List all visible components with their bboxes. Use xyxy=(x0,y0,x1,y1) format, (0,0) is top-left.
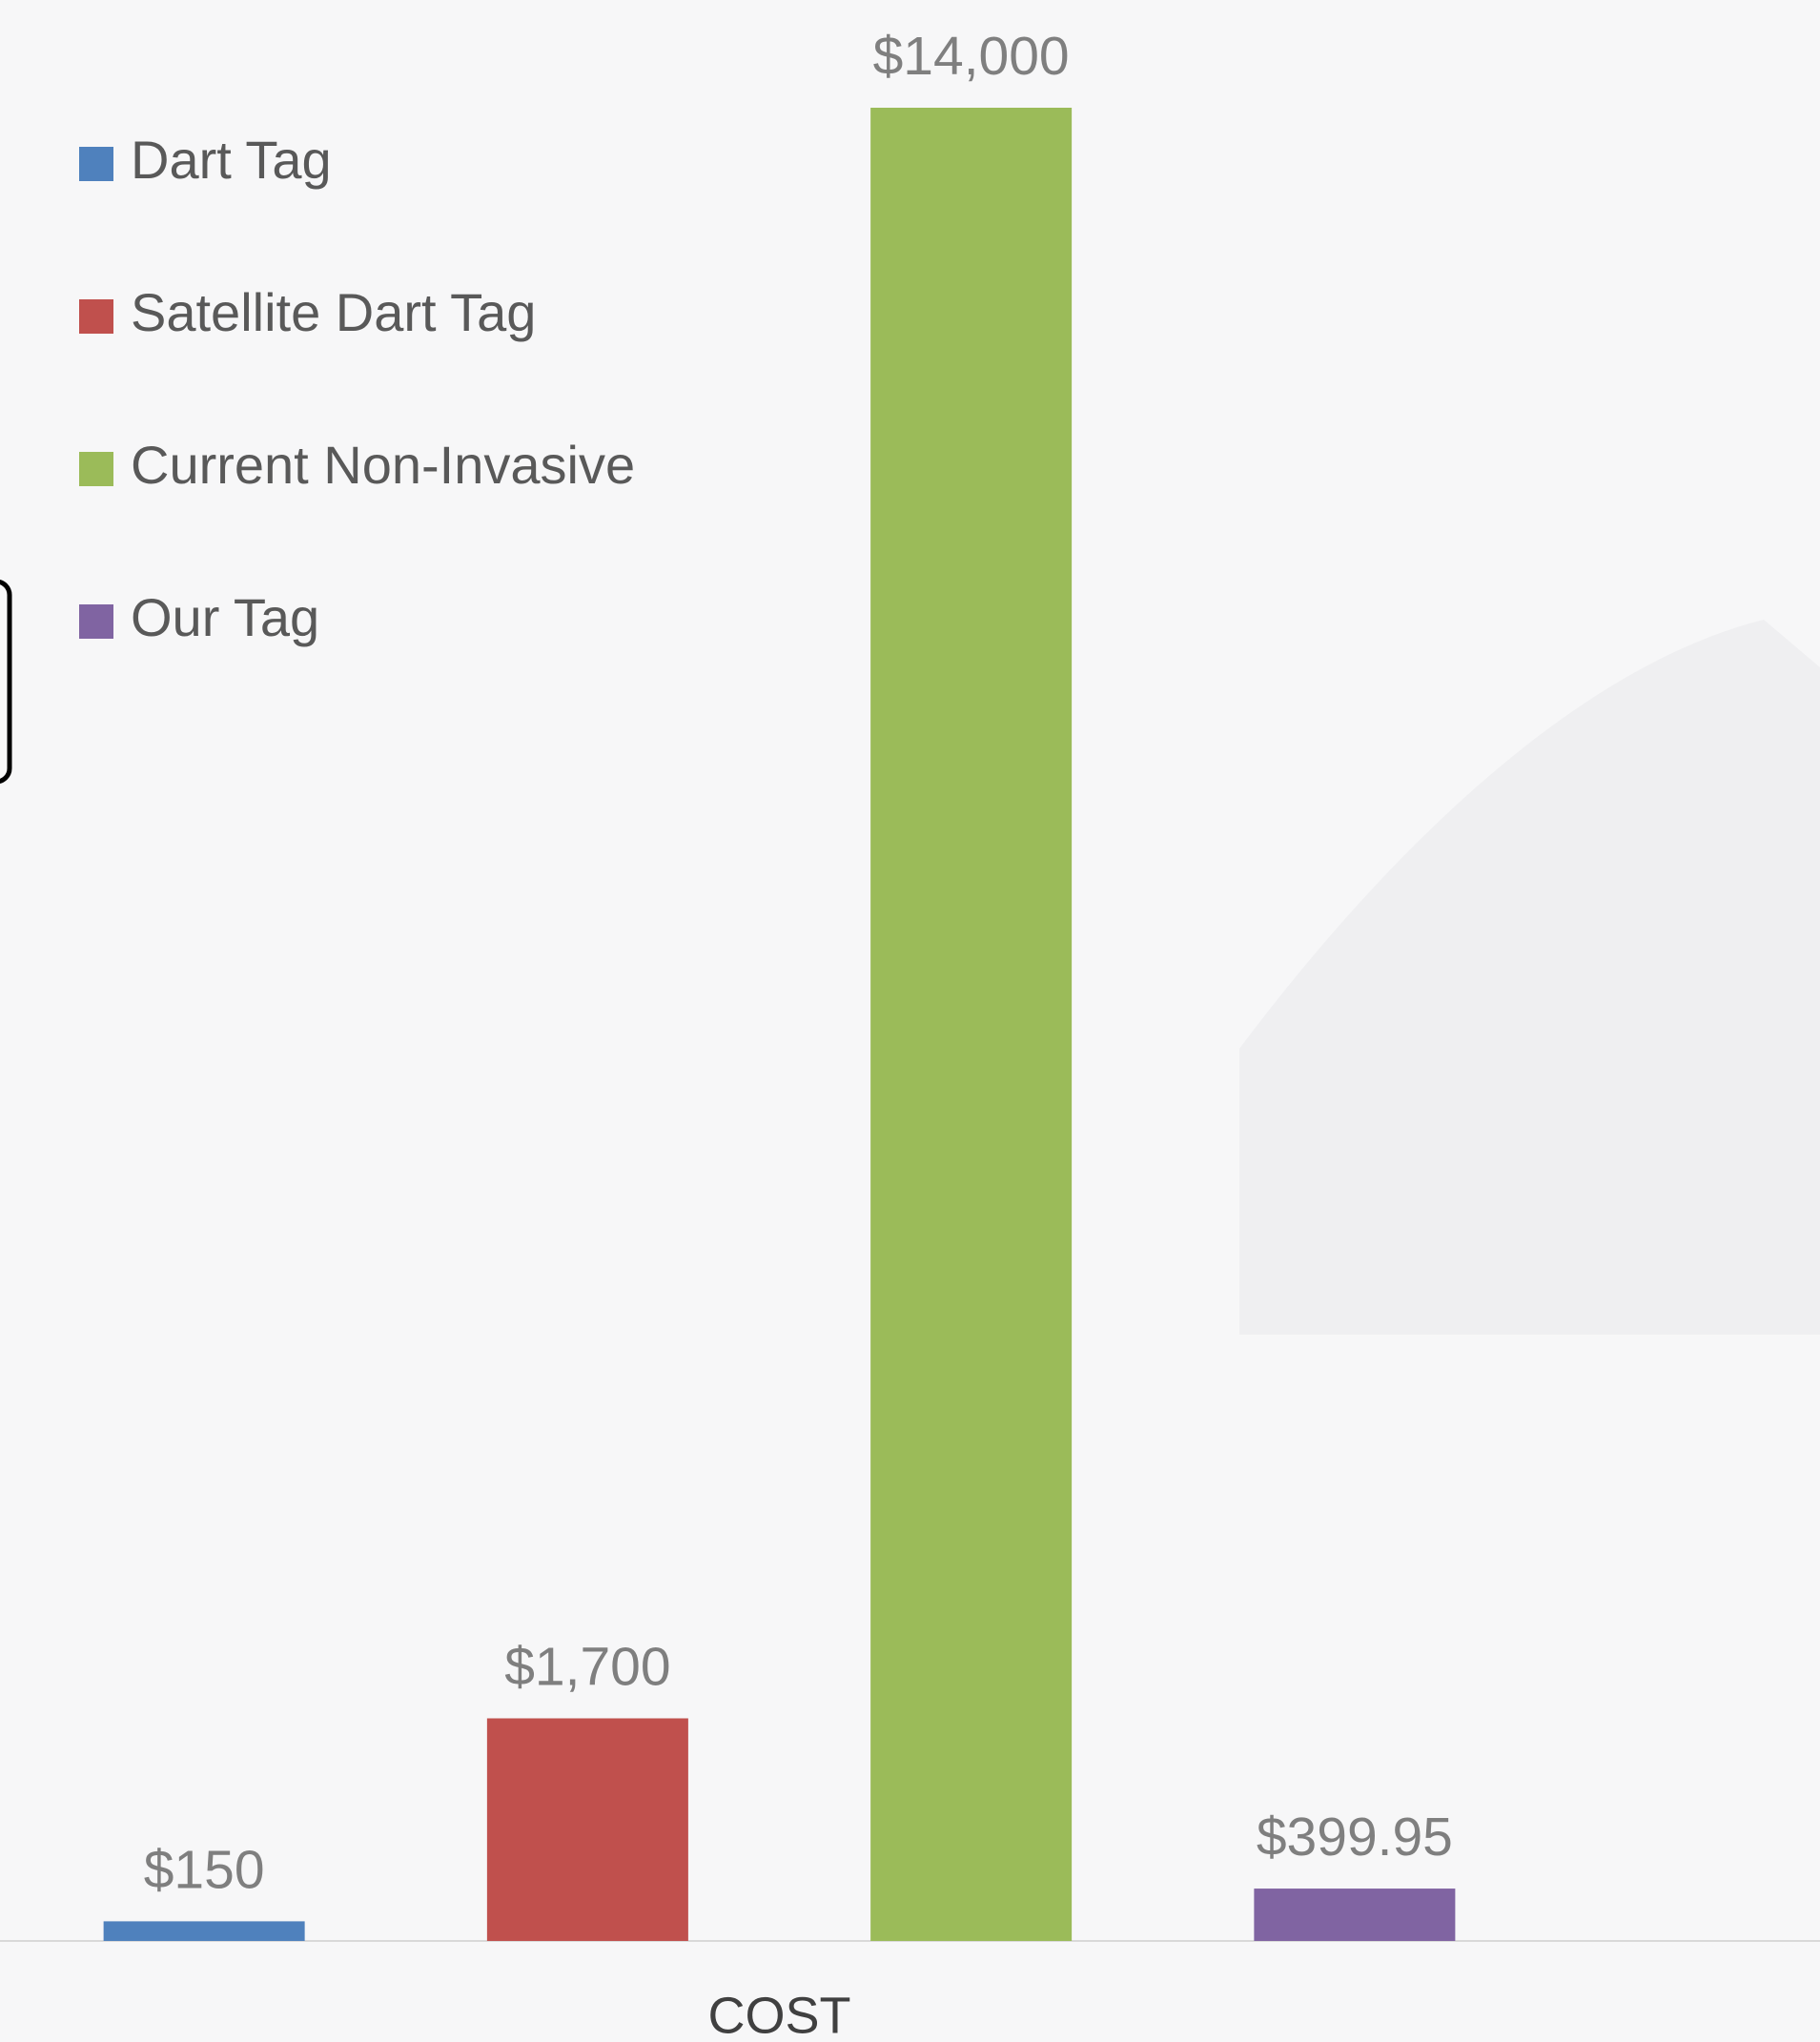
page: Dart Tag Satellite Dart Tag Current Non-In… xyxy=(0,0,1820,2042)
legend-swatch xyxy=(79,147,113,181)
bar xyxy=(104,1921,305,1941)
value-label: $14,000 xyxy=(873,26,1070,87)
bar xyxy=(487,1718,688,1941)
legend-label: Satellite Dart Tag xyxy=(131,282,536,342)
bar xyxy=(1254,1889,1455,1941)
bar xyxy=(870,108,1072,1941)
legend-swatch xyxy=(79,604,113,639)
x-tick-label: COST xyxy=(707,1987,850,2042)
legend-label: Dart Tag xyxy=(131,130,332,190)
value-label: $150 xyxy=(144,1839,265,1900)
legend-swatch xyxy=(79,452,113,486)
legend-label: Current Non-Invasive xyxy=(131,435,635,495)
value-label: $1,700 xyxy=(504,1637,670,1698)
value-label: $399.95 xyxy=(1257,1807,1453,1868)
legend-swatch xyxy=(79,299,113,334)
chart: Dart Tag Satellite Dart Tag Current Non-In… xyxy=(0,0,1820,2042)
legend-label: Our Tag xyxy=(131,587,319,647)
